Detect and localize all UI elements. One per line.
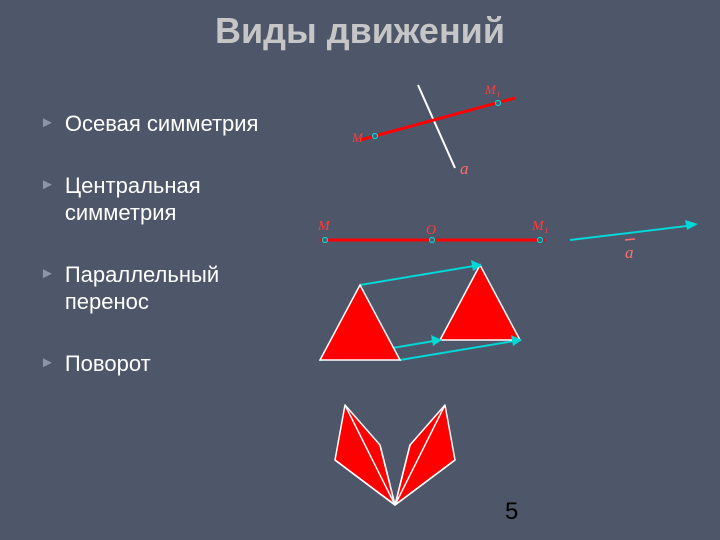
slide-title: Виды движений — [0, 10, 720, 52]
bullet-item: ► Осевая симметрия — [40, 110, 300, 138]
bullet-text: Центральная симметрия — [65, 172, 300, 227]
svg-text:М: М — [317, 219, 331, 234]
slide-root: Виды движений ► Осевая симметрия ► Централь… — [0, 0, 720, 540]
bullet-list: ►Осевая симметрия►Центральная симметрия►… — [40, 110, 300, 411]
bullet-marker-icon: ► — [40, 176, 55, 193]
bullet-item: ► Параллельный перенос — [40, 261, 300, 316]
diagram-area: М М₁ а М О М₁ а — [300, 80, 700, 520]
bullet-marker-icon: ► — [40, 265, 55, 282]
bullet-text: Осевая симметрия — [65, 110, 259, 138]
bullet-item: ► Центральная симметрия — [40, 172, 300, 227]
svg-text:М₁: М₁ — [484, 82, 500, 97]
svg-text:О: О — [426, 223, 436, 238]
bullet-marker-icon: ► — [40, 354, 55, 371]
svg-text:а: а — [625, 243, 634, 262]
bullet-marker-icon: ► — [40, 114, 55, 131]
bullet-text: Поворот — [65, 350, 151, 378]
page-number: 5 — [505, 498, 518, 526]
svg-text:М₁: М₁ — [531, 219, 549, 234]
bullet-text: Параллельный перенос — [65, 261, 300, 316]
svg-text:а: а — [460, 159, 469, 178]
svg-text:М: М — [351, 130, 364, 145]
bullet-item: ► Поворот — [40, 350, 300, 378]
